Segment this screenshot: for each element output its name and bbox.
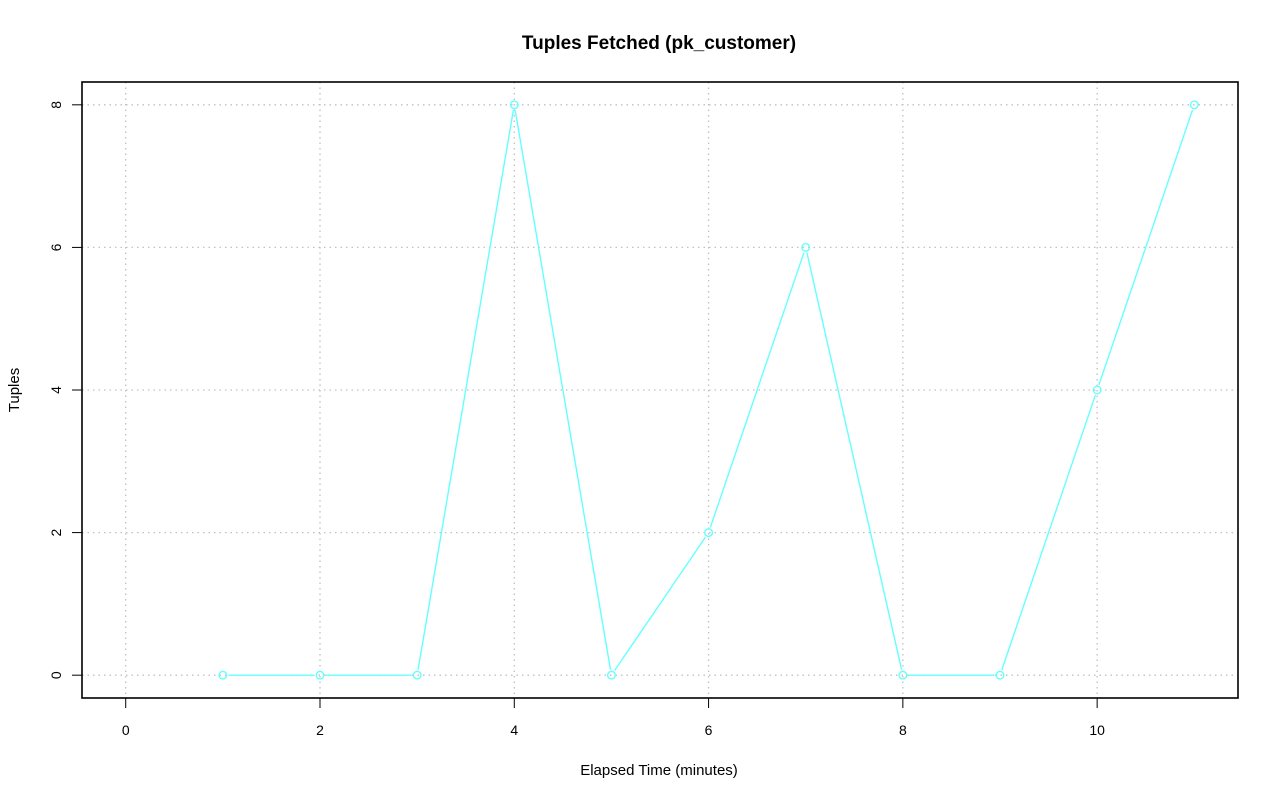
data-point [218, 670, 228, 680]
x-axis: 0 2 4 6 8 10 [122, 697, 1105, 738]
data-point [801, 242, 811, 252]
data-point [412, 670, 422, 680]
y-tick-label: 2 [48, 528, 64, 536]
y-tick-label: 4 [48, 386, 64, 394]
series-line-segment [417, 110, 515, 670]
x-axis-label: Elapsed Time (minutes) [580, 762, 738, 779]
series-line-segment [806, 252, 903, 670]
x-tick-label: 0 [122, 722, 130, 738]
chart-title: Tuples Fetched (pk_customer) [522, 33, 796, 54]
series-line-segment [613, 536, 707, 672]
data-point [606, 670, 616, 680]
series-group [218, 100, 1199, 680]
x-tick-label: 10 [1089, 722, 1105, 738]
x-tick-label: 2 [316, 722, 324, 738]
x-tick-label: 6 [705, 722, 713, 738]
series-line-segment [709, 252, 805, 528]
data-point [995, 670, 1005, 680]
series-line-segment [1098, 109, 1194, 386]
y-tick-label: 6 [48, 243, 64, 251]
y-tick-label: 0 [48, 671, 64, 679]
y-axis-label: Tuples [6, 368, 23, 412]
data-point [1092, 385, 1102, 395]
y-axis: 0 2 4 6 8 [48, 101, 83, 679]
y-tick-label: 8 [48, 101, 64, 109]
data-point [1189, 100, 1199, 110]
data-series [218, 100, 1199, 680]
data-point [898, 670, 908, 680]
data-point [315, 670, 325, 680]
x-tick-label: 8 [899, 722, 907, 738]
series-line-segment [1001, 394, 1097, 671]
x-tick-label: 4 [510, 722, 518, 738]
data-point [509, 100, 519, 110]
data-point [704, 528, 714, 538]
series-line-segment [514, 110, 612, 670]
